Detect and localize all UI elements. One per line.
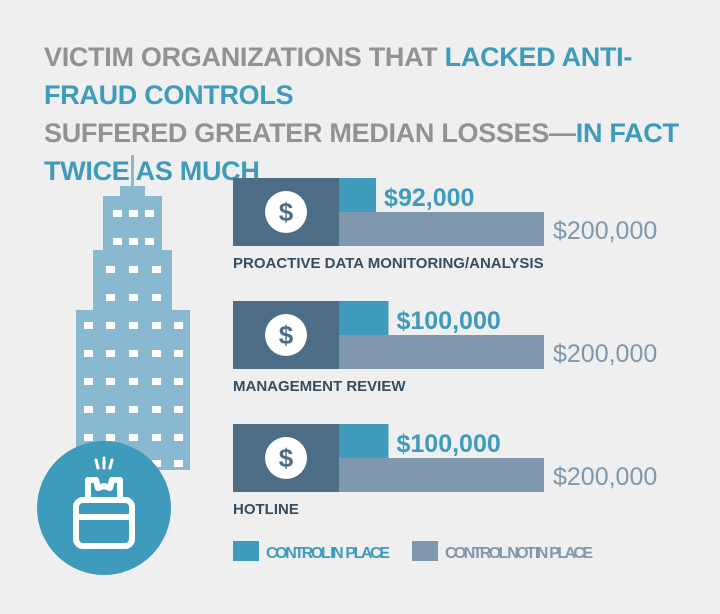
- chart-title: VICTIM ORGANIZATIONS THAT LACKED ANTI-FR…: [44, 38, 704, 190]
- value-label-control-not-in-place: $200,000: [553, 217, 657, 245]
- building-window: [129, 322, 138, 329]
- value-label-control-in-place: $92,000: [384, 184, 474, 212]
- broken-alarm-icon: [73, 456, 135, 549]
- category-label: MANAGEMENT REVIEW: [233, 378, 406, 395]
- building-crown: [120, 186, 145, 196]
- building-antenna: [131, 155, 134, 189]
- bar-groups: $ $92,000 $200,000 PROACTIVE DATA MONITORIN…: [233, 178, 657, 518]
- building-window: [174, 460, 183, 467]
- building-window: [129, 210, 138, 217]
- legend: CONTROL IN PLACE CONTROL NOT IN PLACE: [233, 541, 593, 562]
- value-label-control-in-place: $100,000: [397, 430, 501, 458]
- building-window: [106, 434, 115, 441]
- building-window: [106, 350, 115, 357]
- building-window: [174, 350, 183, 357]
- building-window: [106, 322, 115, 329]
- building-window: [129, 350, 138, 357]
- dollar-icon: $: [265, 314, 307, 356]
- legend-swatch-control-in-place: [233, 541, 259, 561]
- building-window: [145, 210, 154, 217]
- legend-label-control-not-in-place: CONTROL NOT IN PLACE: [445, 545, 593, 562]
- building-window: [152, 350, 161, 357]
- building-window: [129, 294, 138, 301]
- building-window: [174, 434, 183, 441]
- title-line-2-blue: IN FACT TWICE AS MUCH: [44, 118, 679, 186]
- building-window: [152, 322, 161, 329]
- title-line-1-gray: VICTIM ORGANIZATIONS THAT: [44, 42, 445, 72]
- building-window: [106, 378, 115, 385]
- title-line-2: SUFFERED GREATER MEDIAN LOSSES—IN FACT T…: [44, 114, 704, 190]
- building-window: [84, 322, 93, 329]
- category-label: PROACTIVE DATA MONITORING/ANALYSIS: [233, 255, 544, 272]
- bar-group: $ $100,000 $200,000 HOTLINE: [233, 424, 657, 518]
- alarm-badge: [37, 441, 171, 575]
- legend-swatch-control-not-in-place: [412, 541, 438, 561]
- bar-group: $ $100,000 $200,000 MANAGEMENT REVIEW: [233, 301, 657, 395]
- building-window: [84, 350, 93, 357]
- dollar-icon: $: [265, 437, 307, 479]
- svg-text:$: $: [279, 197, 294, 227]
- title-line-1: VICTIM ORGANIZATIONS THAT LACKED ANTI-FR…: [44, 38, 704, 114]
- bar-group: $ $92,000 $200,000 PROACTIVE DATA MONITORIN…: [233, 178, 657, 272]
- building-window: [174, 322, 183, 329]
- building-window: [84, 406, 93, 413]
- value-label-control-in-place: $100,000: [397, 307, 501, 335]
- building-window: [84, 434, 93, 441]
- svg-text:$: $: [279, 443, 294, 473]
- building-window: [106, 266, 115, 273]
- building-window: [174, 378, 183, 385]
- building-window: [113, 238, 122, 245]
- building-window: [113, 210, 122, 217]
- building-window: [129, 238, 138, 245]
- building-window: [152, 294, 161, 301]
- building-window: [129, 378, 138, 385]
- alarm-circle: [37, 441, 171, 575]
- svg-text:$: $: [279, 320, 294, 350]
- value-label-control-not-in-place: $200,000: [553, 463, 657, 491]
- building-window: [129, 266, 138, 273]
- building-window: [106, 294, 115, 301]
- legend-label-control-in-place: CONTROL IN PLACE: [266, 545, 390, 562]
- building-window: [152, 378, 161, 385]
- value-label-control-not-in-place: $200,000: [553, 340, 657, 368]
- building-window: [129, 406, 138, 413]
- building-window: [145, 238, 154, 245]
- building-window: [152, 434, 161, 441]
- building-window: [129, 434, 138, 441]
- title-line-2-gray: SUFFERED GREATER MEDIAN LOSSES—: [44, 118, 576, 148]
- building-window: [106, 406, 115, 413]
- building-icon: [76, 155, 190, 470]
- building-window: [152, 406, 161, 413]
- building-window: [152, 266, 161, 273]
- building-window: [174, 406, 183, 413]
- category-label: HOTLINE: [233, 501, 299, 518]
- dollar-icon: $: [265, 191, 307, 233]
- building-window: [152, 460, 161, 467]
- title-line-1-blue: LACKED ANTI-FRAUD CONTROLS: [44, 42, 633, 110]
- building-window: [84, 378, 93, 385]
